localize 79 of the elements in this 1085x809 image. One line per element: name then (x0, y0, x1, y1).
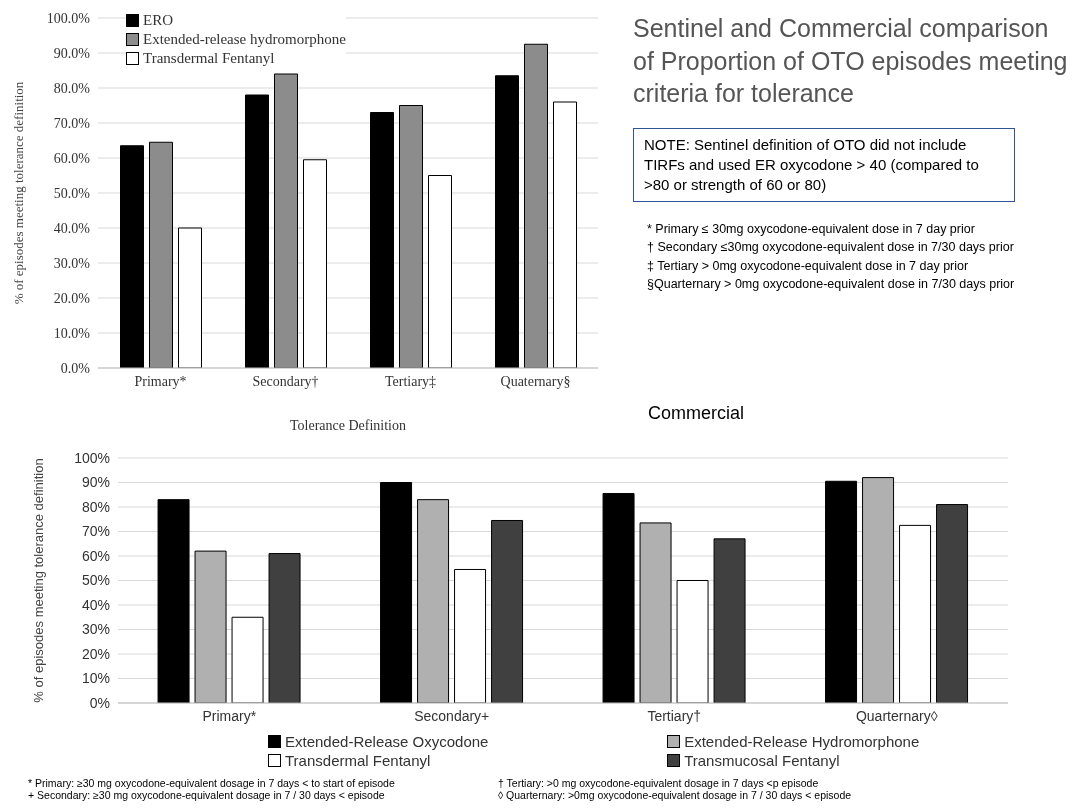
chart-title: Commercial (648, 403, 745, 424)
y-tick-label: 90% (81, 474, 110, 491)
bar (495, 75, 519, 368)
x-tick-label: Quaternary§ (500, 373, 571, 389)
bar (194, 550, 227, 703)
y-tick-label: 100.0% (46, 10, 91, 26)
bar (524, 43, 548, 368)
bar (899, 524, 932, 703)
y-axis-title: % of episodes meeting tolerance definition (10, 81, 26, 305)
bar (491, 519, 524, 703)
bar (862, 477, 895, 703)
y-tick-label: 40% (81, 596, 110, 613)
bar (553, 101, 577, 368)
text: † Tertiary: >0 mg oxycodone-equivalent dosage in 7 days <p episode (498, 777, 820, 789)
y-tick-label: 40.0% (53, 220, 91, 236)
x-axis-title: Tolerance Definition (289, 418, 407, 433)
text: ◊ Quarternary: >0mg oxycodone-equivalent dosage in 7 / 30 days < episode (498, 789, 853, 801)
bar (274, 73, 298, 368)
y-tick-label: 70.0% (53, 115, 91, 131)
text: * Primary ≤ 30mg oxycodone-equivalent dose in 7 day prior (647, 221, 976, 239)
y-tick-label: 50.0% (53, 185, 91, 201)
legend-label: Transdermal Fentanyl (285, 752, 431, 769)
bar (454, 568, 487, 703)
y-tick-label: 30% (81, 621, 110, 638)
x-tick-label: Primary* (202, 707, 257, 724)
legend-label: Extended-Release Oxycodone (285, 733, 489, 750)
text: ‡ Tertiary > 0mg oxycodone-equivalent dose in 7 day prior (647, 257, 970, 275)
y-tick-label: 50% (81, 572, 110, 589)
bar (157, 499, 190, 703)
bar (178, 227, 202, 368)
bar (120, 145, 144, 368)
bar (417, 499, 450, 703)
x-tick-label: Secondary+ (414, 707, 490, 724)
y-tick-label: 60% (81, 547, 110, 564)
text: NOTE: Sentinel definition of OTO did not include TIRFs and used ER oxycodone > 40 (compared to >80 or strength of 60 or 80) (633, 127, 1015, 203)
y-tick-label: 10% (81, 670, 110, 687)
bar (639, 522, 672, 703)
y-tick-label: 0% (89, 694, 110, 711)
y-tick-label: 20.0% (53, 290, 91, 306)
y-tick-label: 20% (81, 645, 110, 662)
bar (399, 105, 423, 368)
bar (149, 141, 173, 368)
y-tick-label: 70% (81, 523, 110, 540)
y-tick-label: 80.0% (53, 80, 91, 96)
bar (245, 94, 269, 368)
x-tick-label: Tertiary† (647, 707, 702, 724)
x-tick-label: Tertiary‡ (384, 373, 437, 389)
text: Sentinel and Commercial comparison of Proportion of OTO episodes meeting criteria for tolerance (633, 13, 1069, 109)
legend-label: Extended-Release Hydromorphone (684, 733, 920, 750)
x-tick-label: Secondary† (252, 373, 319, 389)
x-tick-label: Quarternary◊ (855, 707, 938, 724)
bar (268, 553, 301, 703)
legend-label: ERO (143, 12, 173, 29)
bar (825, 480, 858, 703)
text: † Secondary ≤30mg oxycodone-equivalent dose in 7/30 days prior (647, 239, 1015, 257)
legend-label: Extended-release hydromorphone (143, 31, 346, 48)
bar (370, 112, 394, 368)
legend-label: Transmucosal Fentanyl (684, 752, 840, 769)
text: §Quarternary > 0mg oxycodone-equivalent dose in 7/30 days prior (647, 275, 1016, 293)
bar (231, 616, 264, 703)
bar (380, 482, 413, 703)
y-tick-label: 10.0% (53, 325, 91, 341)
x-tick-label: Primary* (134, 373, 187, 389)
bar (428, 175, 452, 368)
y-tick-label: 100% (74, 449, 110, 466)
y-axis-title: % of episodes meeting tolerance definition (30, 458, 46, 703)
bar (676, 580, 709, 703)
bar (602, 493, 635, 703)
bar (303, 159, 327, 368)
text: * Primary: ≥30 mg oxycodone-equivalent dosage in 7 days < to start of episode (28, 777, 396, 789)
y-tick-label: 90.0% (53, 45, 91, 61)
y-tick-label: 0.0% (60, 360, 91, 376)
y-tick-label: 60.0% (53, 150, 91, 166)
text: + Secondary: ≥30 mg oxycodone-equivalent dosage in 7 / 30 days < episode (28, 789, 386, 801)
y-tick-label: 80% (81, 498, 110, 515)
bar (936, 504, 969, 703)
bar (713, 538, 746, 703)
legend-label: Transdermal Fentanyl (143, 50, 275, 67)
y-tick-label: 30.0% (53, 255, 91, 271)
